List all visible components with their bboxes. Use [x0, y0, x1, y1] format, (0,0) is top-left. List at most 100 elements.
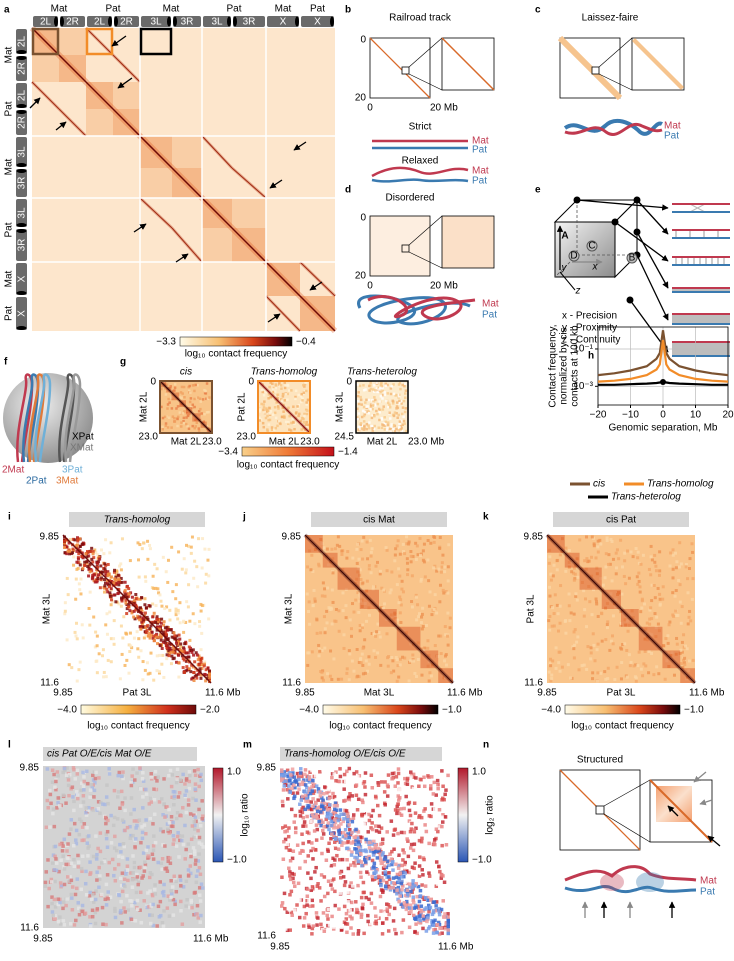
heatmap-cell — [363, 860, 368, 864]
heatmap-cell — [188, 638, 192, 642]
heatmap-cell — [184, 810, 189, 815]
heatmap-cell — [397, 601, 401, 605]
heatmap-cell — [137, 637, 141, 641]
legend-pat: Pat — [664, 131, 679, 142]
heatmap-cell — [329, 863, 334, 868]
heatmap-cell — [62, 864, 66, 869]
legend-label: cis — [593, 479, 605, 490]
heatmap-cell — [197, 427, 201, 430]
heatmap-cell — [424, 929, 429, 933]
heatmap-cell — [337, 609, 341, 613]
heatmap-cell — [134, 877, 138, 881]
column-arm: X — [314, 17, 321, 28]
heatmap-cell — [76, 543, 80, 547]
heatmap-cell — [325, 621, 329, 625]
heatmap-cell — [557, 650, 561, 654]
column-arm: 3L — [211, 17, 223, 28]
heatmap-cell — [401, 383, 404, 387]
heatmap-cell — [108, 551, 112, 555]
heatmap-cell — [113, 906, 117, 911]
heatmap-cell — [204, 581, 208, 585]
heatmap-cell — [379, 878, 383, 883]
heatmap-cell — [194, 418, 197, 422]
heatmap-cell — [281, 803, 285, 808]
heatmap-cell — [66, 778, 71, 782]
heatmap-cell — [50, 901, 54, 906]
heatmap-cell — [348, 773, 353, 777]
heatmap-cell — [208, 672, 211, 676]
heatmap-cell — [141, 660, 145, 664]
heatmap-cell — [150, 852, 155, 856]
heatmap-cell — [156, 620, 160, 624]
heatmap-cell — [608, 648, 612, 652]
y-tick: 9.85 — [282, 532, 302, 543]
heatmap-cell — [261, 390, 265, 394]
heatmap-cell — [71, 795, 75, 799]
heatmap-cell — [423, 823, 427, 827]
axis-label: y — [561, 263, 568, 274]
heatmap-cell — [97, 573, 101, 577]
heatmap-cell — [437, 922, 442, 927]
heatmap-cell — [367, 567, 371, 571]
heatmap-cell — [186, 868, 191, 872]
heatmap-cell — [309, 568, 313, 572]
colorbar-min: −1.0 — [472, 855, 492, 866]
heatmap-cell — [100, 576, 104, 580]
heatmap-cell — [116, 795, 120, 799]
heatmap-cell — [396, 864, 401, 868]
heatmap-cell — [308, 622, 312, 626]
heatmap-cell — [359, 548, 363, 552]
heatmap-cell — [170, 635, 174, 639]
heatmap-cell — [170, 773, 175, 777]
title-bar — [311, 512, 447, 527]
heatmap-cell — [151, 602, 155, 606]
heatmap-cell — [119, 604, 123, 608]
heatmap-cell — [177, 791, 182, 795]
heatmap-cell — [162, 909, 166, 913]
heatmap-cell — [378, 635, 382, 639]
heatmap-cell — [154, 604, 158, 608]
row-parent: Pat — [4, 222, 15, 237]
heatmap-cell — [301, 924, 306, 928]
heatmap-cell — [184, 789, 189, 793]
heatmap-cell — [297, 777, 301, 782]
heatmap-cell — [138, 890, 143, 895]
heatmap-cell — [125, 868, 130, 872]
heatmap-cell — [392, 922, 397, 927]
legend-pat: Pat — [700, 887, 715, 898]
heatmap-cell — [436, 829, 440, 834]
heatmap-cell — [81, 784, 86, 789]
heatmap-cell — [419, 909, 424, 914]
heatmap-cell — [147, 905, 151, 909]
heatmap-cell — [393, 889, 397, 893]
heatmap-cell — [147, 802, 152, 806]
heatmap-cell — [287, 778, 292, 783]
heatmap-cell — [395, 679, 399, 683]
heatmap-cell — [176, 611, 180, 615]
homolog-diagonal — [265, 295, 301, 332]
heatmap-cell — [424, 623, 428, 627]
heatmap-cell — [400, 412, 404, 416]
heatmap-cell — [611, 557, 615, 561]
heatmap-cell — [624, 623, 628, 627]
heatmap-cell — [390, 423, 393, 426]
heatmap-cell — [307, 777, 312, 781]
heatmap-cell — [158, 880, 162, 884]
x-tick: 9.85 — [270, 942, 290, 953]
heatmap-cell — [303, 783, 308, 787]
heatmap-cell — [611, 614, 615, 618]
heatmap-cell — [77, 832, 82, 837]
heatmap-cell — [69, 861, 74, 866]
heatmap-cell — [340, 843, 344, 847]
heatmap-cell — [367, 409, 371, 413]
heatmap-cell — [206, 558, 210, 562]
heatmap-cell — [56, 801, 60, 805]
heatmap-cell — [193, 405, 196, 409]
heatmap-cell — [264, 416, 268, 420]
heatmap-cell — [637, 579, 641, 583]
heatmap-cell — [412, 884, 417, 888]
heatmap-cell — [303, 807, 307, 812]
heatmap-cell — [103, 569, 107, 573]
heatmap-cell — [344, 911, 349, 916]
diagonal — [441, 37, 495, 91]
